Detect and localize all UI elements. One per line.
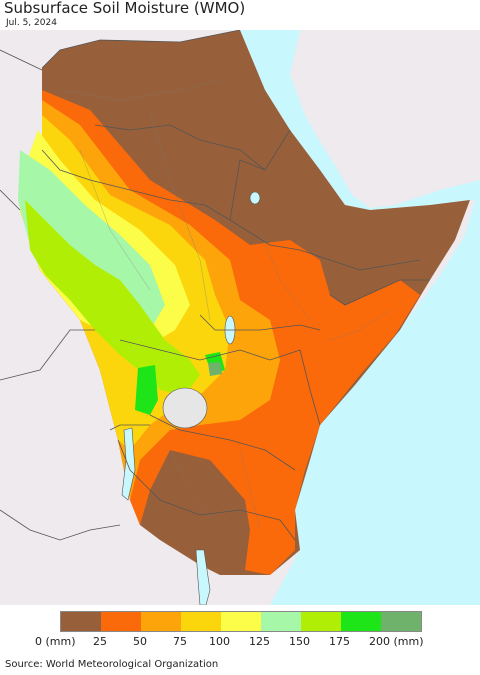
- legend-label-50: 50: [133, 635, 147, 648]
- map-date: Jul. 5, 2024: [6, 18, 57, 28]
- region-borders: [59, 79, 391, 531]
- map-title: Subsurface Soil Moisture (WMO): [4, 0, 246, 17]
- legend-swatch-3: [181, 612, 221, 631]
- legend-swatch-8: [381, 612, 421, 631]
- source-credit: Source: World Meteorological Organizatio…: [5, 659, 219, 670]
- legend-label-125: 125: [249, 635, 270, 648]
- legend-swatch-4: [221, 612, 261, 631]
- legend-label-25: 25: [93, 635, 107, 648]
- legend-swatch-7: [341, 612, 381, 631]
- lake-tana: [249, 191, 261, 205]
- land-lime-zone: [25, 200, 200, 395]
- soil-moisture-map: [0, 30, 480, 605]
- legend-label-175: 175: [329, 635, 350, 648]
- legend-swatch-2: [141, 612, 181, 631]
- legend-color-bar: [60, 611, 422, 632]
- country-borders: [0, 30, 430, 541]
- land-pale-green-zone: [18, 150, 165, 330]
- legend-labels: 0 (mm) 25 50 75 100 125 150 175 200 (mm): [0, 635, 480, 649]
- land-gray-green-patch: [208, 362, 222, 376]
- legend-label-150: 150: [289, 635, 310, 648]
- legend-label-100: 100: [209, 635, 230, 648]
- land-green-patch: [135, 365, 158, 415]
- lake-victoria: [162, 387, 208, 429]
- lake-malawi: [195, 549, 211, 605]
- legend-swatch-1: [101, 612, 141, 631]
- legend-swatch-0: [61, 612, 101, 631]
- arabian-peninsula: [290, 30, 480, 208]
- map-svg: [0, 30, 480, 605]
- legend-swatch-5: [261, 612, 301, 631]
- legend-swatch-6: [301, 612, 341, 631]
- legend-label-0: 0 (mm): [35, 635, 76, 648]
- legend-label-75: 75: [173, 635, 187, 648]
- legend-label-200: 200 (mm): [369, 635, 424, 648]
